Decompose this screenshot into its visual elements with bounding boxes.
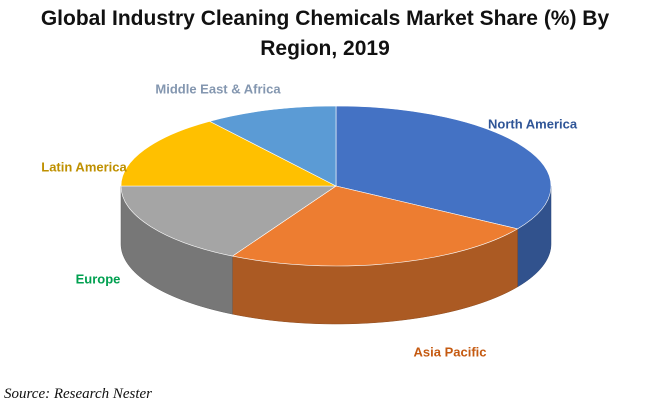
source-note: Source: Research Nester <box>4 386 153 402</box>
slice-label: Latin America <box>41 159 127 174</box>
pie-slice <box>231 185 519 267</box>
slice-label: North America <box>488 116 578 131</box>
slice-label: Asia Pacific <box>414 344 487 359</box>
pie-slice <box>335 105 552 230</box>
pie-slice <box>208 105 337 187</box>
slice-label: Middle East & Africa <box>155 81 281 96</box>
slice-label: Europe <box>76 271 121 286</box>
chart-title: Global Industry Cleaning Chemicals Marke… <box>40 7 610 60</box>
pie-slice <box>120 120 337 187</box>
pie-slice <box>120 185 337 257</box>
